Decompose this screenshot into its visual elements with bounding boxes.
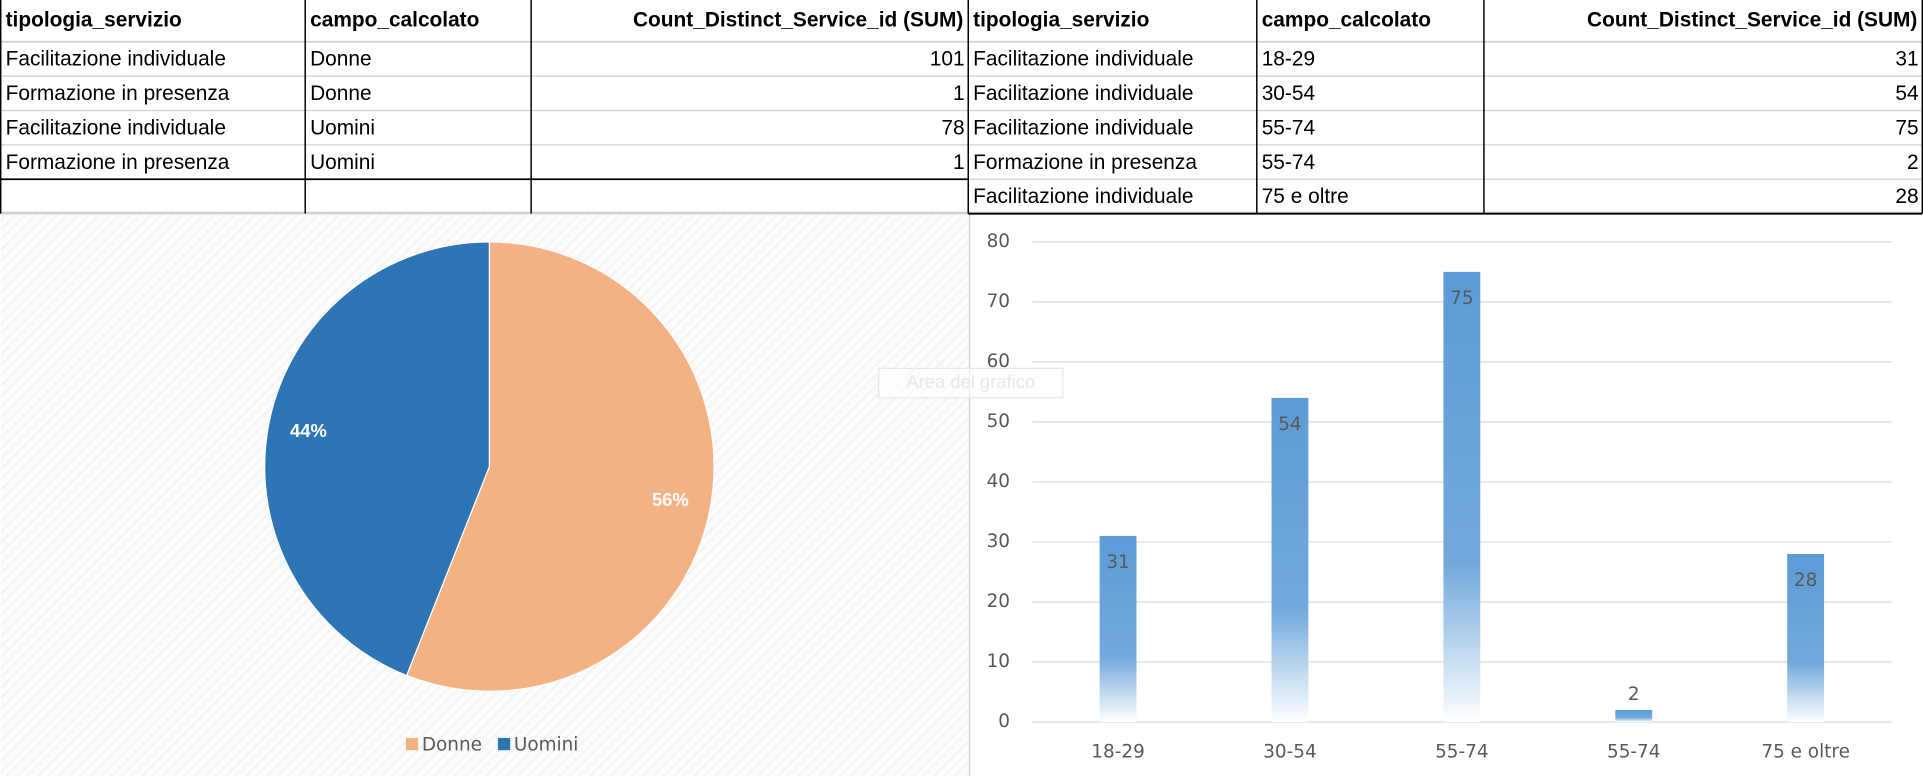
cell[interactable]: 55-74: [1262, 116, 1315, 139]
y-tick-label: 10: [987, 651, 1010, 672]
data-label: 44%: [290, 420, 327, 441]
y-tick-label: 70: [987, 291, 1010, 312]
cell[interactable]: 1: [953, 82, 965, 105]
pie-slice[interactable]: [405, 241, 715, 692]
cell[interactable]: 75: [1895, 116, 1918, 139]
x-tick-label: 30-54: [1263, 742, 1316, 763]
cell[interactable]: Facilitazione individuale: [6, 116, 226, 139]
tooltip: Area del grafico: [906, 371, 1035, 392]
y-tick-label: 80: [987, 231, 1010, 252]
cell[interactable]: 18-29: [1262, 48, 1315, 71]
data-label: 2: [1628, 684, 1640, 705]
pie-slice[interactable]: [264, 241, 491, 677]
cell[interactable]: 101: [930, 48, 965, 71]
cell[interactable]: Facilitazione individuale: [973, 82, 1193, 105]
cell[interactable]: 28: [1895, 185, 1918, 208]
data-label: 31: [1106, 552, 1129, 573]
column-header[interactable]: campo_calcolato: [310, 8, 479, 31]
data-label: 28: [1794, 570, 1817, 591]
y-tick-label: 30: [987, 531, 1010, 552]
legend-swatch: [497, 737, 511, 751]
bar[interactable]: [1443, 271, 1481, 722]
y-tick-label: 0: [998, 711, 1010, 732]
x-tick-label: 55-74: [1607, 742, 1660, 763]
x-tick-label: 18-29: [1091, 742, 1144, 763]
cell[interactable]: 31: [1895, 48, 1918, 71]
y-tick-label: 50: [987, 411, 1010, 432]
tooltip-box: [878, 367, 1064, 399]
cell[interactable]: 30-54: [1262, 82, 1315, 105]
cell[interactable]: Facilitazione individuale: [973, 48, 1193, 71]
data-label: 56%: [652, 489, 689, 510]
cell[interactable]: 78: [941, 116, 964, 139]
y-tick-label: 20: [987, 591, 1010, 612]
cell[interactable]: Uomini: [310, 116, 375, 139]
cell[interactable]: Formazione in presenza: [973, 151, 1197, 174]
cell[interactable]: 2: [1907, 151, 1919, 174]
legend-label: Donne: [422, 734, 482, 755]
x-tick-label: 55-74: [1435, 742, 1488, 763]
cell[interactable]: 75 e oltre: [1262, 185, 1349, 208]
cell[interactable]: Facilitazione individuale: [973, 185, 1193, 208]
bar[interactable]: [1787, 553, 1825, 722]
x-tick-label: 75 e oltre: [1761, 742, 1850, 763]
column-header[interactable]: Count_Distinct_Service_id (SUM): [633, 8, 963, 31]
cell[interactable]: Uomini: [310, 151, 375, 174]
column-header[interactable]: campo_calcolato: [1262, 8, 1431, 31]
column-header[interactable]: tipologia_servizio: [6, 8, 182, 31]
legend-label: Uomini: [514, 734, 579, 755]
legend-swatch: [405, 737, 419, 751]
cell[interactable]: 1: [953, 151, 965, 174]
cell[interactable]: Donne: [310, 82, 371, 105]
cell[interactable]: Facilitazione individuale: [973, 116, 1193, 139]
cell[interactable]: Donne: [310, 48, 371, 71]
cell[interactable]: Formazione in presenza: [6, 151, 230, 174]
data-label: 54: [1278, 414, 1301, 435]
y-tick-label: 40: [987, 471, 1010, 492]
column-header[interactable]: Count_Distinct_Service_id (SUM): [1587, 8, 1917, 31]
cell[interactable]: 54: [1895, 82, 1918, 105]
cell[interactable]: Facilitazione individuale: [6, 48, 226, 71]
y-tick-label: 60: [987, 351, 1010, 372]
bar[interactable]: [1099, 535, 1137, 722]
bar[interactable]: [1271, 397, 1309, 722]
cell[interactable]: 55-74: [1262, 151, 1315, 174]
data-label: 75: [1450, 288, 1473, 309]
bar[interactable]: [1615, 709, 1653, 722]
cell[interactable]: Formazione in presenza: [6, 82, 230, 105]
column-header[interactable]: tipologia_servizio: [973, 8, 1149, 31]
